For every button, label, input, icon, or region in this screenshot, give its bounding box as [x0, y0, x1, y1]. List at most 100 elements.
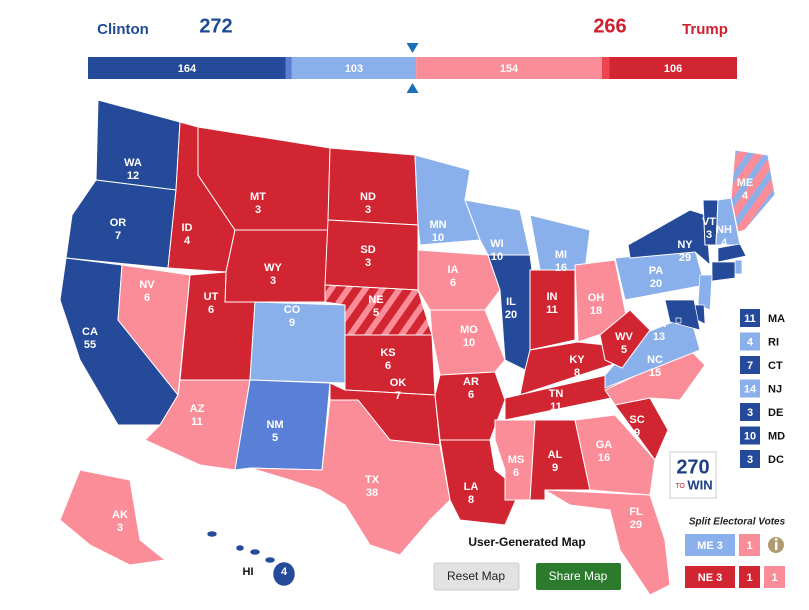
state-abbr: IL — [506, 296, 516, 308]
state-abbr: AZ — [190, 403, 205, 415]
small-state-votes: 4 — [747, 336, 754, 348]
state-abbr: KY — [569, 354, 585, 366]
state-shape — [717, 243, 747, 263]
logo-to: TO — [675, 483, 685, 490]
state-abbr: WA — [124, 157, 142, 169]
state-abbr: LA — [464, 481, 479, 493]
state-abbr: MN — [429, 219, 446, 231]
reset-button-bg[interactable] — [433, 562, 520, 591]
vote-bar: 164 103 154 106 — [88, 43, 737, 93]
small-state-abbr: CT — [768, 360, 783, 372]
state-votes: 3 — [255, 204, 261, 216]
state-abbr: NM — [266, 419, 283, 431]
state-votes: 16 — [598, 452, 610, 464]
bar-segment — [416, 57, 602, 79]
state-abbr: CO — [284, 304, 301, 316]
state-votes: 16 — [555, 262, 567, 274]
state-shape — [224, 229, 329, 303]
split-label: NE 3 — [698, 572, 722, 584]
info-icon-glyph — [775, 542, 778, 550]
state-abbr: SD — [360, 244, 375, 256]
state-votes: 11 — [546, 304, 558, 316]
state-votes: 29 — [630, 519, 642, 531]
state-shape — [206, 530, 218, 538]
state-abbr: AL — [548, 449, 563, 461]
small-state-votes: 11 — [744, 313, 756, 325]
state-abbr: FL — [629, 506, 643, 518]
state-votes: 4 — [184, 235, 191, 247]
small-state-box — [740, 450, 760, 468]
state-votes: 6 — [208, 304, 214, 316]
state-shape — [272, 561, 296, 587]
small-states-legend: 11 MA 4 RI 7 CT 14 NJ 3 DE 10 MD 3 DC — [740, 309, 785, 468]
votes-right: 266 — [593, 15, 626, 37]
small-state-votes: 10 — [744, 430, 756, 442]
state-abbr: VT — [702, 216, 716, 228]
state-votes: 20 — [650, 278, 662, 290]
state-votes: 7 — [395, 390, 401, 402]
state-abbr: CA — [82, 326, 98, 338]
state-abbr: WI — [490, 238, 503, 250]
bar-segment-label: 164 — [178, 63, 197, 75]
state-votes: 9 — [289, 317, 295, 329]
share-button-bg[interactable] — [536, 563, 621, 590]
state-votes: 3 — [117, 522, 123, 534]
small-state-box — [740, 356, 760, 374]
state-votes: 6 — [450, 277, 456, 289]
state-abbr: AK — [112, 509, 128, 521]
logo-win: WIN — [687, 477, 712, 492]
state-abbr: ND — [360, 191, 376, 203]
state-abbr: IN — [547, 291, 558, 303]
state-abbr: OH — [588, 292, 605, 304]
state-votes: 6 — [144, 292, 150, 304]
reset-button-label[interactable]: Reset Map — [447, 569, 505, 583]
bar-segment — [291, 57, 417, 79]
state-votes: 10 — [432, 232, 444, 244]
state-shape — [439, 439, 521, 526]
small-state-box — [740, 403, 760, 421]
bar-segment — [601, 57, 610, 79]
state-abbr: WY — [264, 262, 282, 274]
state-shape — [697, 274, 713, 311]
state-votes: 18 — [590, 305, 602, 317]
state-votes: 29 — [679, 252, 691, 264]
split-cell — [739, 566, 760, 588]
header: Clinton 272 266 Trump — [97, 15, 728, 38]
state-shape — [529, 269, 576, 351]
half-marker — [406, 43, 419, 53]
state-votes: 5 — [373, 307, 379, 319]
state-votes: 55 — [84, 339, 96, 351]
state-shape — [414, 154, 481, 246]
state-votes: 9 — [552, 462, 558, 474]
state-abbr: UT — [204, 291, 219, 303]
state-abbr: TX — [365, 474, 380, 486]
bar-segment — [285, 57, 292, 79]
state-votes: 5 — [621, 344, 627, 356]
candidate-right: Trump — [682, 21, 728, 38]
state-abbr: NE — [368, 294, 383, 306]
state-abbr: OR — [110, 217, 127, 229]
state-votes: 10 — [463, 337, 475, 349]
share-button[interactable]: Share Map — [536, 563, 621, 590]
state-abbr: OK — [390, 377, 407, 389]
votes-left: 272 — [199, 15, 232, 37]
state-votes: 6 — [468, 389, 474, 401]
small-state-abbr: DC — [768, 454, 784, 466]
split-box — [685, 566, 735, 588]
state-abbr: IA — [448, 264, 459, 276]
logo-number: 270 — [676, 456, 709, 478]
state-shape — [675, 317, 682, 324]
share-button-label[interactable]: Share Map — [549, 569, 608, 583]
state-abbr: WV — [615, 331, 633, 343]
state-votes: 4 — [742, 190, 749, 202]
state-shape — [235, 544, 245, 552]
state-abbr: NY — [677, 239, 693, 251]
small-state-abbr: RI — [768, 336, 779, 348]
state-shape — [664, 299, 701, 331]
state-votes: 11 — [550, 401, 562, 413]
state-votes: 3 — [706, 229, 712, 241]
reset-button[interactable]: Reset Map — [433, 562, 520, 591]
small-state-box — [740, 309, 760, 327]
